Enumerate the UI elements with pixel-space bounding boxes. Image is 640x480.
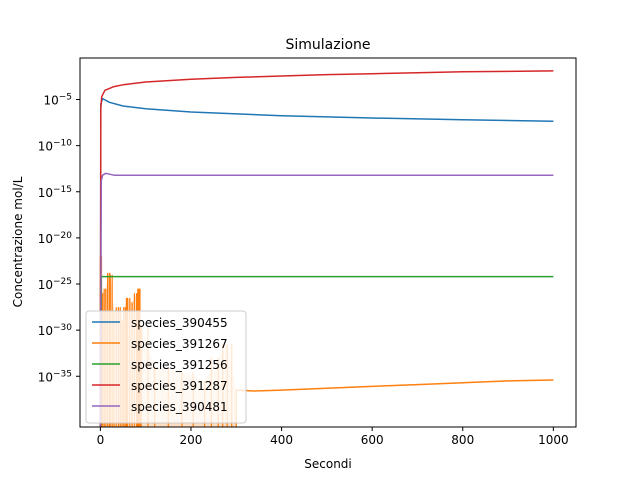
y-tick-label: 10−5 (43, 93, 72, 108)
x-tick-label: 1000 (538, 433, 569, 447)
legend-label: species_390481 (131, 400, 228, 414)
legend-label: species_391256 (131, 358, 228, 372)
legend-box (85, 310, 247, 424)
series-line-species_390481 (99, 172, 554, 427)
series-line-species_391287 (99, 70, 554, 427)
x-tick-label: 200 (180, 433, 203, 447)
legend: species_390455 species_391267 species_3912… (85, 310, 247, 424)
x-tick-label: 0 (97, 433, 105, 447)
series-line-species_391267 (236, 379, 554, 392)
y-axis-label: Concentrazione mol/L (11, 176, 25, 307)
y-tick-label: 10−30 (38, 323, 73, 338)
y-tick-label: 10−10 (38, 139, 73, 154)
legend-label: species_391267 (131, 337, 228, 351)
y-tick-label: 10−15 (38, 185, 72, 200)
x-tick-label: 400 (270, 433, 293, 447)
x-axis-ticks: 0 200 400 600 800 1000 (97, 427, 569, 447)
x-tick-label: 800 (451, 433, 474, 447)
legend-label: species_391287 (131, 379, 228, 393)
y-tick-label: 10−35 (38, 369, 72, 384)
y-tick-label: 10−25 (38, 277, 72, 292)
plot-frame (79, 57, 577, 428)
legend-label: species_390455 (131, 316, 228, 330)
x-axis-label: Secondi (304, 457, 352, 471)
chart-title: Simulazione (285, 37, 370, 53)
y-tick-label: 10−20 (38, 231, 73, 246)
y-axis-ticks: 10−35 10−30 10−25 10−20 10−15 10−10 10−5 (38, 93, 80, 384)
x-tick-label: 600 (361, 433, 384, 447)
